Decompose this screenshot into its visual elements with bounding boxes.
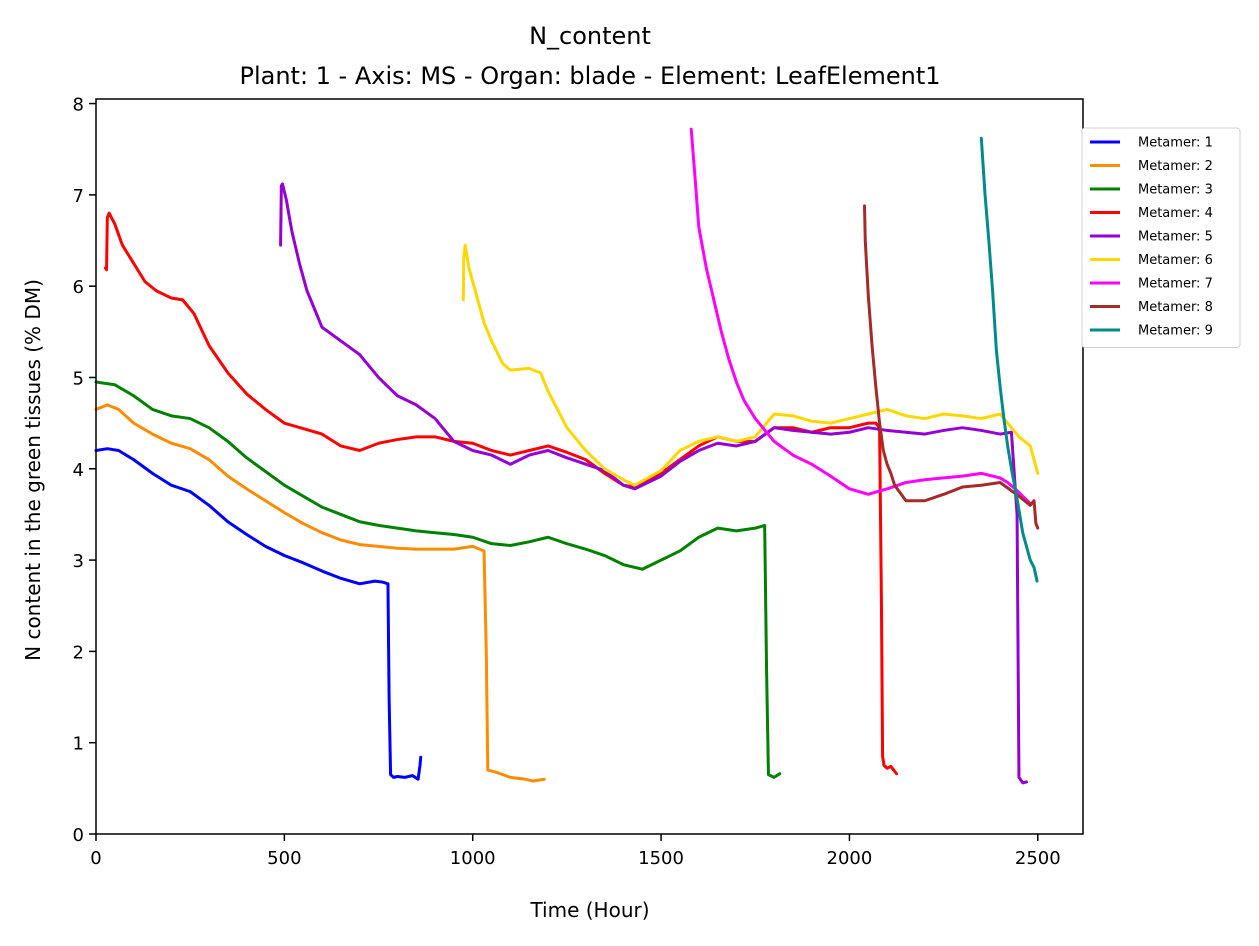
x-tick-label: 0: [90, 848, 101, 869]
legend: Metamer: 1 Metamer: 2 Metamer: 3 Metamer: 4…: [1081, 127, 1241, 348]
x-axis: 0 500 1000 1500 2000 2500: [90, 834, 1061, 869]
y-tick-label: 3: [73, 551, 84, 572]
y-tick-label: 6: [73, 277, 84, 298]
y-tick-label: 4: [73, 460, 84, 481]
chart-subtitle: Plant: 1 - Axis: MS - Organ: blade - Ele…: [239, 62, 940, 90]
series-line-metamer-2: [94, 403, 546, 783]
x-tick-label: 2500: [1015, 848, 1061, 869]
legend-label-metamer-8: Metamer: 8: [1138, 300, 1213, 315]
legend-label-metamer-3: Metamer: 3: [1138, 183, 1213, 198]
plot-frame: [95, 98, 1084, 835]
x-tick-label: 500: [267, 848, 301, 869]
series-line-metamer-1: [94, 447, 423, 781]
series-line-metamer-9: [979, 136, 1039, 583]
plot-area: [94, 98, 1084, 835]
series-line-metamer-5: [279, 182, 1028, 785]
y-axis-label: N content in the green tissues (% DM): [21, 279, 45, 661]
x-axis-label: Time (Hour): [529, 898, 649, 922]
legend-label-metamer-4: Metamer: 4: [1138, 206, 1213, 221]
x-tick-label: 1000: [450, 848, 496, 869]
y-tick-label: 1: [73, 734, 84, 755]
legend-label-metamer-2: Metamer: 2: [1138, 159, 1213, 174]
y-tick-label: 5: [73, 368, 84, 389]
series-line-metamer-8: [863, 204, 1040, 530]
legend-label-metamer-7: Metamer: 7: [1138, 277, 1213, 292]
x-tick-label: 1500: [638, 848, 684, 869]
y-tick-label: 8: [73, 95, 84, 116]
x-tick-label: 2000: [827, 848, 873, 869]
y-tick-label: 2: [73, 642, 84, 663]
series-line-metamer-3: [94, 380, 782, 779]
y-tick-label: 0: [73, 825, 84, 846]
legend-label-metamer-1: Metamer: 1: [1138, 136, 1213, 151]
series-line-metamer-7: [689, 127, 1032, 505]
series-line-metamer-4: [103, 211, 899, 776]
legend-label-metamer-6: Metamer: 6: [1138, 253, 1213, 268]
legend-label-metamer-5: Metamer: 5: [1138, 230, 1213, 245]
legend-box: [1081, 127, 1241, 348]
series-line-metamer-6: [461, 243, 1040, 487]
y-tick-label: 7: [73, 186, 84, 207]
chart-title: N_content: [529, 22, 651, 50]
y-axis: 0 1 2 3 4 5 6 7 8: [73, 95, 96, 846]
legend-label-metamer-9: Metamer: 9: [1138, 324, 1213, 339]
